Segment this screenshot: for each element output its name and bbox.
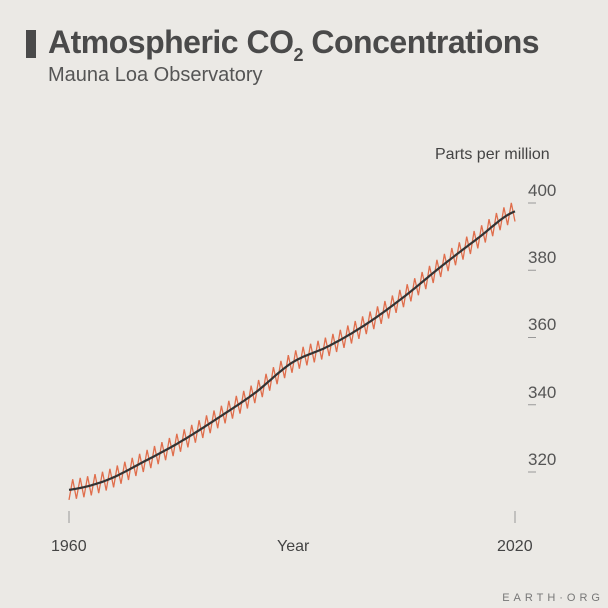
trend-co2-line bbox=[68, 210, 516, 491]
y-axis-label: Parts per million bbox=[435, 146, 550, 163]
chart-subtitle: Mauna Loa Observatory bbox=[48, 64, 263, 86]
monthly-co2-line bbox=[68, 202, 516, 501]
y-tick-label-360: 360 bbox=[528, 315, 557, 334]
y-tick-label-320: 320 bbox=[528, 450, 557, 469]
chart-title: Atmospheric CO2 Concentrations bbox=[48, 24, 540, 65]
y-tick-label-380: 380 bbox=[528, 248, 557, 267]
earth-org-logo: EARTH·ORG bbox=[502, 592, 604, 604]
title-accent-bar bbox=[26, 30, 36, 58]
x-tick-label-2020: 2020 bbox=[497, 538, 533, 555]
y-tick-label-340: 340 bbox=[528, 383, 557, 402]
y-tick-label-400: 400 bbox=[528, 181, 557, 200]
x-axis-label: Year bbox=[277, 538, 310, 555]
x-tick-label-1960: 1960 bbox=[51, 538, 87, 555]
